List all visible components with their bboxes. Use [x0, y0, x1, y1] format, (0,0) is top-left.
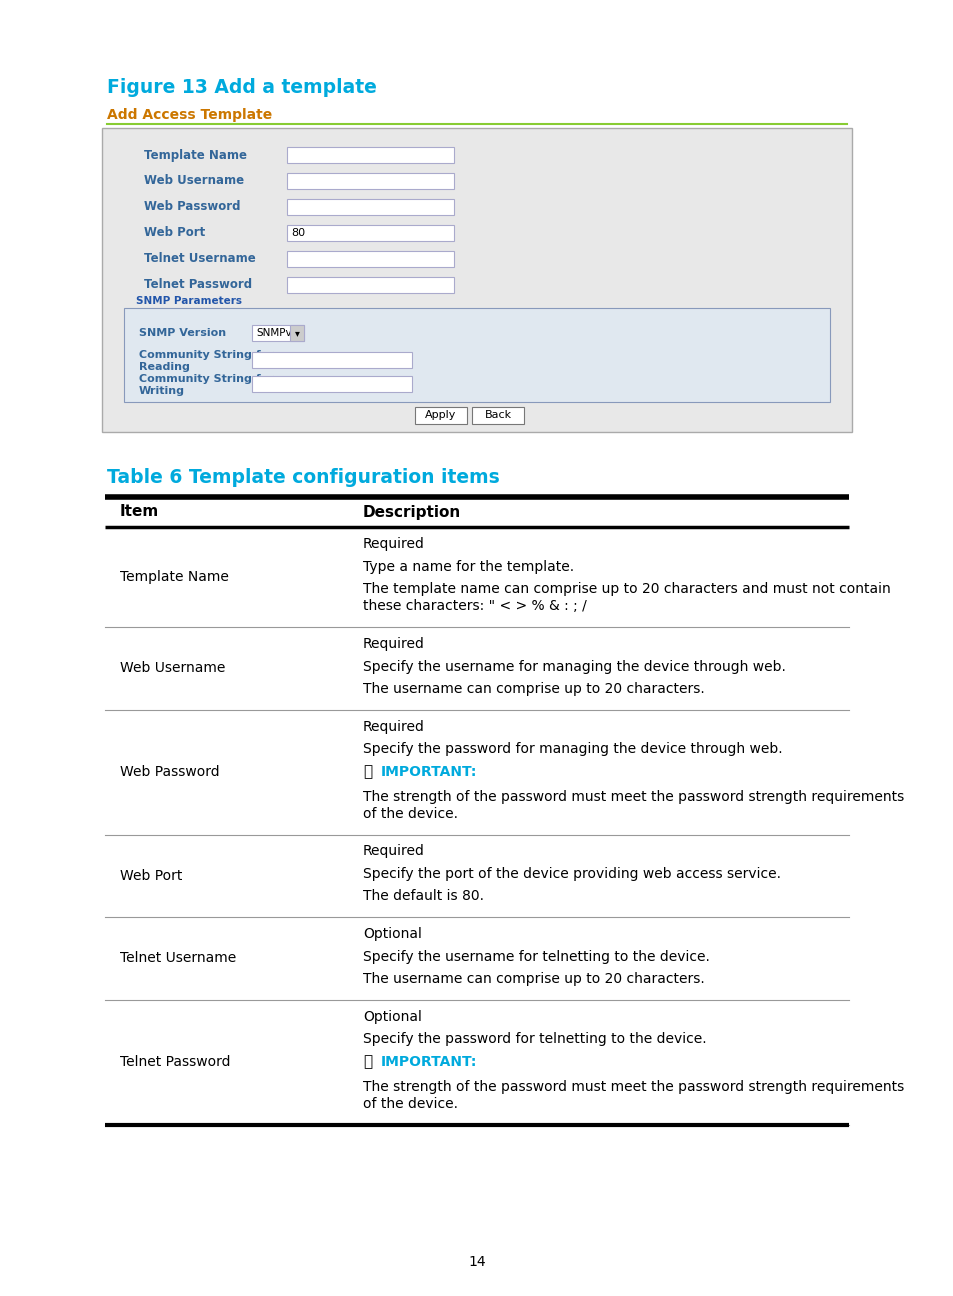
Text: The default is 80.: The default is 80. — [363, 889, 483, 903]
Text: Type a name for the template.: Type a name for the template. — [363, 560, 574, 574]
Text: Required: Required — [363, 719, 424, 734]
Text: Web Password: Web Password — [120, 765, 219, 779]
Bar — [287, 200, 454, 215]
Text: SNMP Version: SNMP Version — [139, 328, 226, 338]
Text: ▾: ▾ — [294, 328, 299, 338]
Text: of the device.: of the device. — [363, 807, 457, 820]
Text: SNMPv1: SNMPv1 — [255, 328, 298, 338]
Text: The username can comprise up to 20 characters.: The username can comprise up to 20 chara… — [363, 972, 704, 986]
Bar — [287, 226, 454, 241]
Bar — [287, 146, 454, 163]
Bar — [105, 496, 848, 527]
Text: ⓘ: ⓘ — [363, 1055, 372, 1069]
Bar — [287, 251, 454, 267]
Text: Optional: Optional — [363, 1010, 421, 1024]
Text: The strength of the password must meet the password strength requirements: The strength of the password must meet t… — [363, 789, 903, 804]
Bar — [252, 325, 304, 341]
Bar — [102, 128, 851, 432]
Text: Writing: Writing — [139, 386, 185, 397]
Text: Web Username: Web Username — [120, 661, 225, 675]
Text: Telnet Password: Telnet Password — [144, 279, 252, 292]
Text: The template name can comprise up to 20 characters and must not contain: The template name can comprise up to 20 … — [363, 582, 890, 596]
Text: Telnet Password: Telnet Password — [120, 1055, 231, 1069]
Text: Description: Description — [363, 504, 460, 520]
Text: SNMP Parameters: SNMP Parameters — [136, 295, 242, 306]
Text: Specify the username for telnetting to the device.: Specify the username for telnetting to t… — [363, 950, 709, 963]
Text: Telnet Username: Telnet Username — [144, 253, 255, 266]
Bar — [287, 277, 454, 293]
Text: 80: 80 — [291, 228, 305, 238]
Text: Community String for: Community String for — [139, 350, 274, 360]
Text: these characters: " < > % & : ; /: these characters: " < > % & : ; / — [363, 600, 586, 613]
Text: Apply: Apply — [425, 410, 456, 420]
Text: Specify the password for telnetting to the device.: Specify the password for telnetting to t… — [363, 1032, 706, 1046]
Text: Specify the password for managing the device through web.: Specify the password for managing the de… — [363, 743, 781, 756]
Text: Template Name: Template Name — [144, 149, 247, 162]
Text: The strength of the password must meet the password strength requirements: The strength of the password must meet t… — [363, 1080, 903, 1094]
Bar — [252, 353, 412, 368]
Text: Community String for: Community String for — [139, 375, 274, 384]
Text: Web Password: Web Password — [144, 201, 240, 214]
Bar — [415, 407, 467, 424]
Text: Web Port: Web Port — [144, 227, 205, 240]
Text: of the device.: of the device. — [363, 1096, 457, 1111]
Text: Reading: Reading — [139, 362, 190, 372]
Bar — [252, 376, 412, 391]
Text: Item: Item — [120, 504, 159, 520]
Text: Back: Back — [484, 410, 511, 420]
Text: Table 6 Template configuration items: Table 6 Template configuration items — [107, 468, 499, 487]
Text: Web Port: Web Port — [120, 868, 182, 883]
Text: 14: 14 — [468, 1255, 485, 1269]
Text: Required: Required — [363, 638, 424, 651]
Text: Specify the port of the device providing web access service.: Specify the port of the device providing… — [363, 867, 781, 881]
Bar — [290, 325, 304, 341]
Text: Telnet Username: Telnet Username — [120, 951, 236, 966]
Bar — [124, 308, 829, 402]
Text: Optional: Optional — [363, 927, 421, 941]
Text: Web Username: Web Username — [144, 175, 244, 188]
Text: Required: Required — [363, 537, 424, 551]
Text: IMPORTANT:: IMPORTANT: — [380, 765, 476, 779]
Text: Specify the username for managing the device through web.: Specify the username for managing the de… — [363, 660, 785, 674]
Text: Figure 13 Add a template: Figure 13 Add a template — [107, 78, 376, 97]
Bar — [287, 172, 454, 189]
Bar — [472, 407, 523, 424]
Text: Required: Required — [363, 845, 424, 858]
Text: The username can comprise up to 20 characters.: The username can comprise up to 20 chara… — [363, 682, 704, 696]
Text: IMPORTANT:: IMPORTANT: — [380, 1055, 476, 1068]
Text: ⓘ: ⓘ — [363, 765, 372, 779]
Text: Template Name: Template Name — [120, 570, 229, 584]
Text: Add Access Template: Add Access Template — [107, 108, 272, 122]
